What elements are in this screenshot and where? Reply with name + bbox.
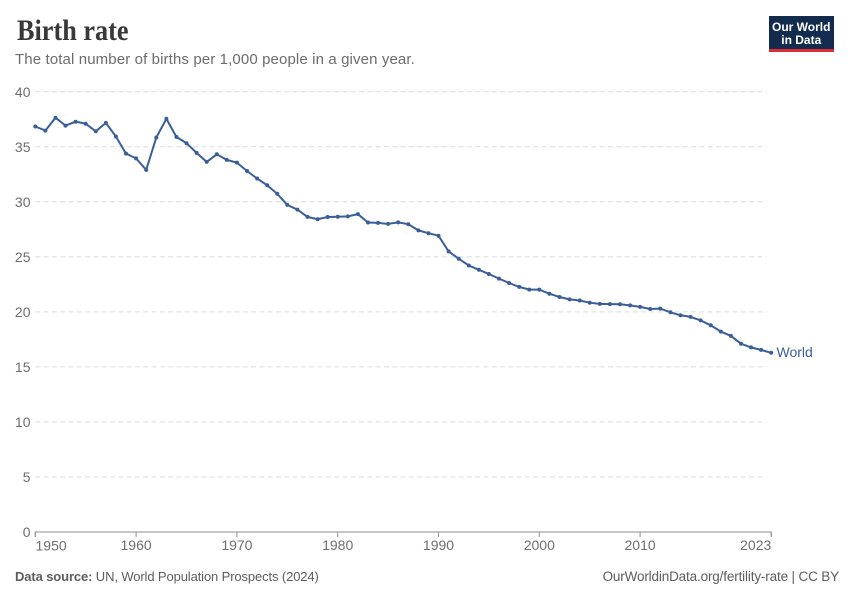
svg-text:1970: 1970 [221, 537, 252, 553]
svg-text:1980: 1980 [322, 537, 353, 553]
svg-text:10: 10 [15, 414, 31, 430]
svg-text:World: World [777, 344, 813, 360]
svg-text:0: 0 [23, 524, 31, 540]
svg-text:1990: 1990 [423, 537, 454, 553]
svg-text:1950: 1950 [36, 538, 67, 554]
svg-text:2023: 2023 [740, 537, 771, 553]
svg-text:20: 20 [15, 304, 31, 320]
svg-text:25: 25 [15, 249, 31, 265]
svg-text:5: 5 [23, 469, 31, 485]
svg-text:35: 35 [15, 139, 31, 155]
svg-text:2000: 2000 [524, 537, 555, 553]
svg-text:30: 30 [15, 194, 31, 210]
svg-text:15: 15 [15, 359, 31, 375]
svg-text:2010: 2010 [625, 537, 656, 553]
svg-text:40: 40 [15, 84, 31, 100]
svg-text:1960: 1960 [121, 537, 152, 553]
